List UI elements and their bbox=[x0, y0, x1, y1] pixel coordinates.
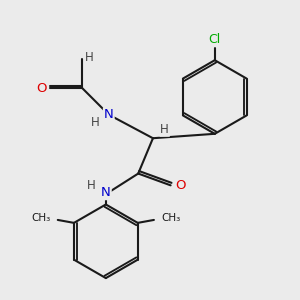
Text: H: H bbox=[87, 179, 96, 192]
Text: CH₃: CH₃ bbox=[161, 214, 181, 224]
Text: Cl: Cl bbox=[209, 33, 221, 46]
Text: H: H bbox=[85, 51, 94, 64]
Text: H: H bbox=[91, 116, 100, 128]
Text: N: N bbox=[101, 186, 111, 199]
Text: O: O bbox=[175, 179, 185, 192]
Text: CH₃: CH₃ bbox=[31, 214, 50, 224]
Text: N: N bbox=[104, 108, 114, 121]
Text: H: H bbox=[160, 123, 169, 136]
Text: O: O bbox=[36, 82, 46, 95]
